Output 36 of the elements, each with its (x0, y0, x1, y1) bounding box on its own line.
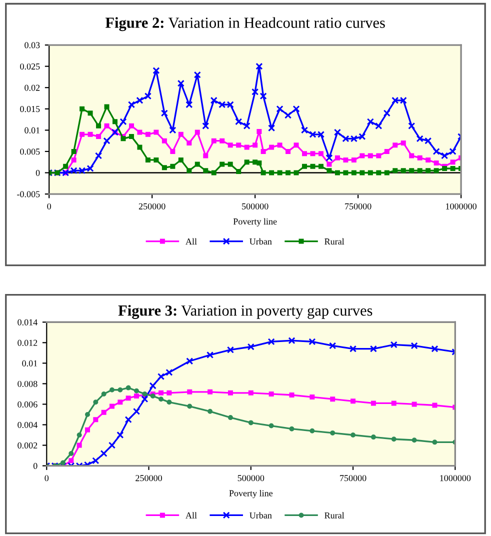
chart-title: Figure 2: Variation in Headcount ratio curves (105, 17, 385, 32)
x-axis-title: Poverty line (229, 490, 273, 498)
y-tick-label: 0.014 (18, 319, 38, 326)
y-tick-label: 0.03 (24, 42, 40, 48)
y-tick-label: 0.006 (18, 401, 38, 408)
x-tick-label: 1000000 (440, 475, 471, 482)
x-tick-label: 500000 (238, 475, 264, 482)
y-tick-label: 0 (36, 170, 40, 176)
x-tick-label: 750000 (340, 475, 366, 482)
legend-label: Rural (324, 512, 344, 518)
y-tick-label: 0.012 (18, 340, 38, 346)
y-tick-label: -0.005 (17, 191, 40, 198)
x-axis-title: Poverty line (233, 218, 277, 226)
legend-label: All (186, 512, 197, 518)
legend-label: All (186, 238, 197, 244)
y-tick-label: 0.01 (24, 127, 40, 134)
y-tick-label: 0.025 (20, 63, 40, 70)
y-tick-label: 0.005 (20, 148, 40, 155)
x-tick-label: 0 (47, 203, 52, 210)
y-tick-label: 0.015 (20, 106, 40, 112)
legend-label: Rural (324, 238, 344, 245)
x-tick-label: 0 (44, 475, 49, 482)
x-tick-label: 750000 (345, 203, 372, 210)
y-tick-label: 0.008 (18, 380, 38, 387)
y-tick-label: 0.004 (18, 422, 38, 428)
x-tick-label: 250000 (138, 203, 166, 210)
x-tick-label: 500000 (242, 203, 268, 210)
chart-title: Figure 3: Variation in poverty gap curves (118, 304, 372, 319)
x-tick-label: 250000 (136, 475, 162, 482)
x-tick-label: 1000000 (446, 203, 477, 210)
legend-label: Urban (250, 512, 272, 518)
y-tick-label: 0.02 (24, 84, 40, 91)
y-tick-label: 0.01 (22, 360, 38, 366)
legend-label: Urban (250, 238, 272, 245)
y-tick-label: 0 (33, 462, 38, 470)
y-tick-label: 0.002 (18, 442, 38, 449)
